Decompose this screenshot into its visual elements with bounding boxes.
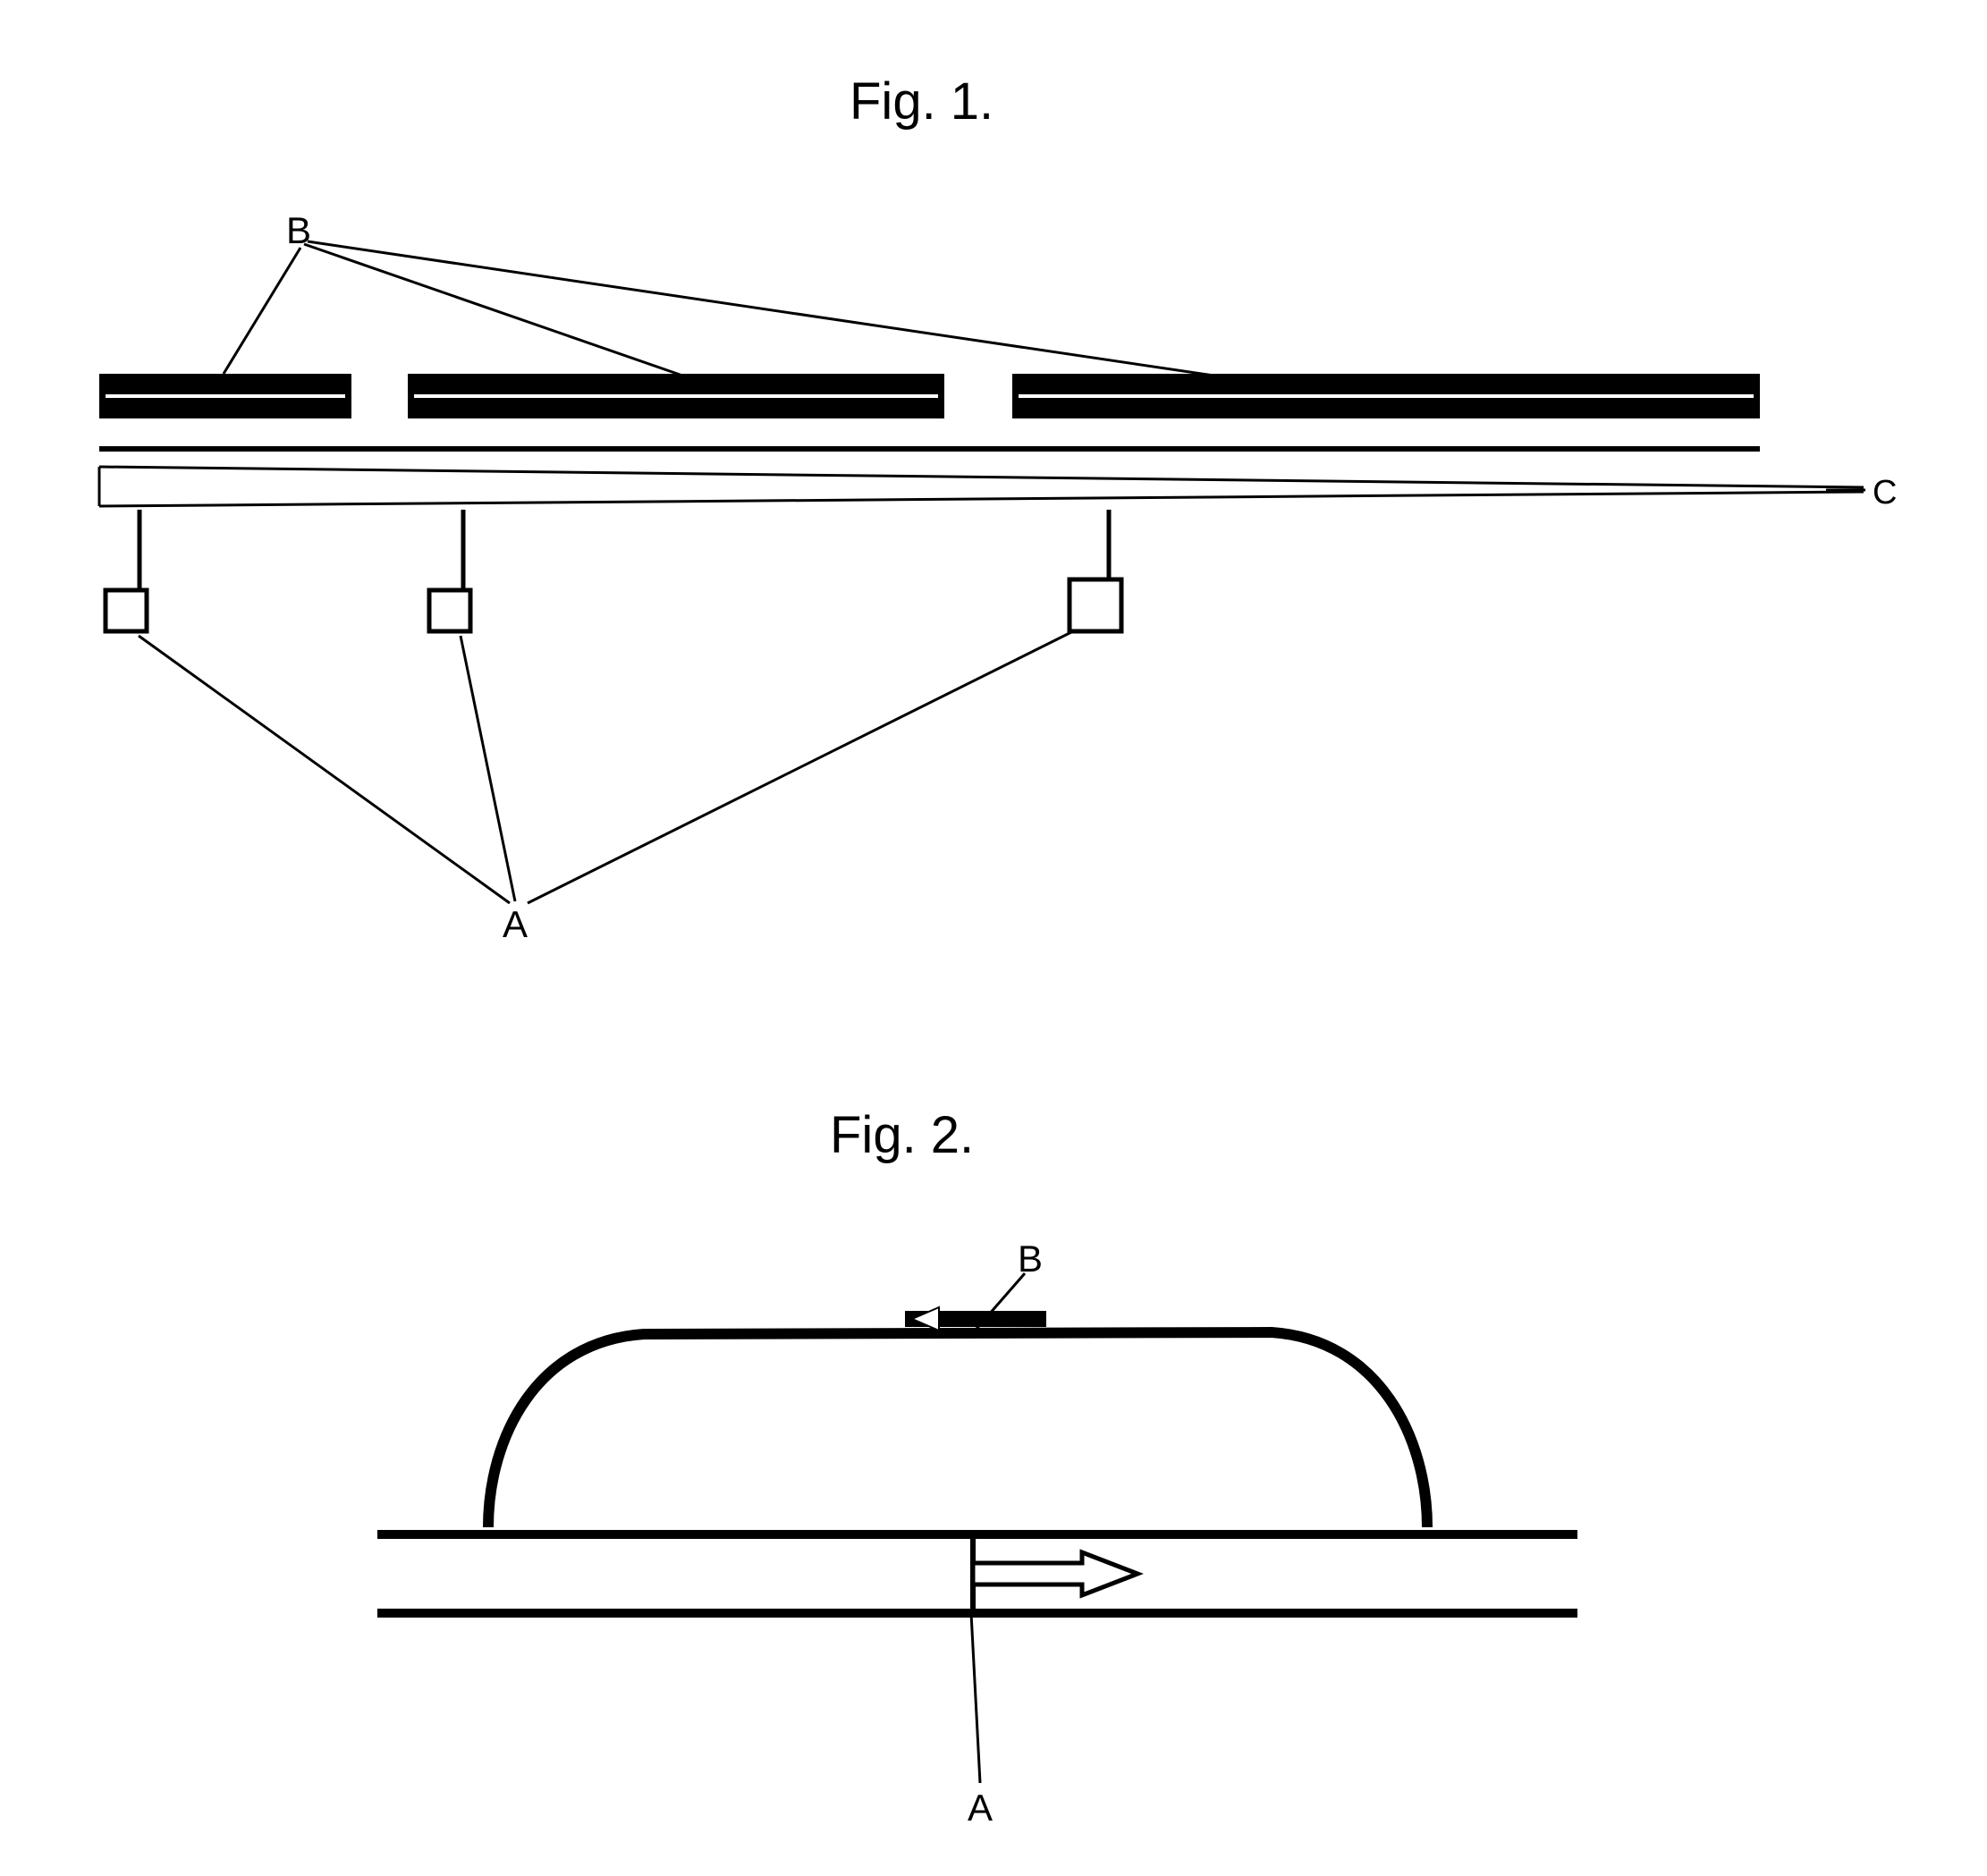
figure1-leaders-a xyxy=(139,631,1073,903)
figure1-bar-segment-3 xyxy=(1012,374,1760,418)
figure1-bar-segment-1 xyxy=(99,374,351,418)
figure1-hanger-2 xyxy=(429,510,470,631)
diagram-svg xyxy=(0,0,1987,1876)
figure1-hanger-1 xyxy=(106,510,147,631)
figure1-wedge xyxy=(99,467,1864,506)
figure2-inner-arrow xyxy=(973,1552,1137,1595)
figure1-leaders-b xyxy=(224,241,1220,376)
figure1-bar-segment-2 xyxy=(408,374,944,418)
figure2-dome xyxy=(488,1332,1427,1527)
figure2-small-bar xyxy=(905,1307,1046,1331)
figure2-leader-a xyxy=(971,1613,980,1783)
figure1-hanger-3 xyxy=(1070,510,1121,631)
